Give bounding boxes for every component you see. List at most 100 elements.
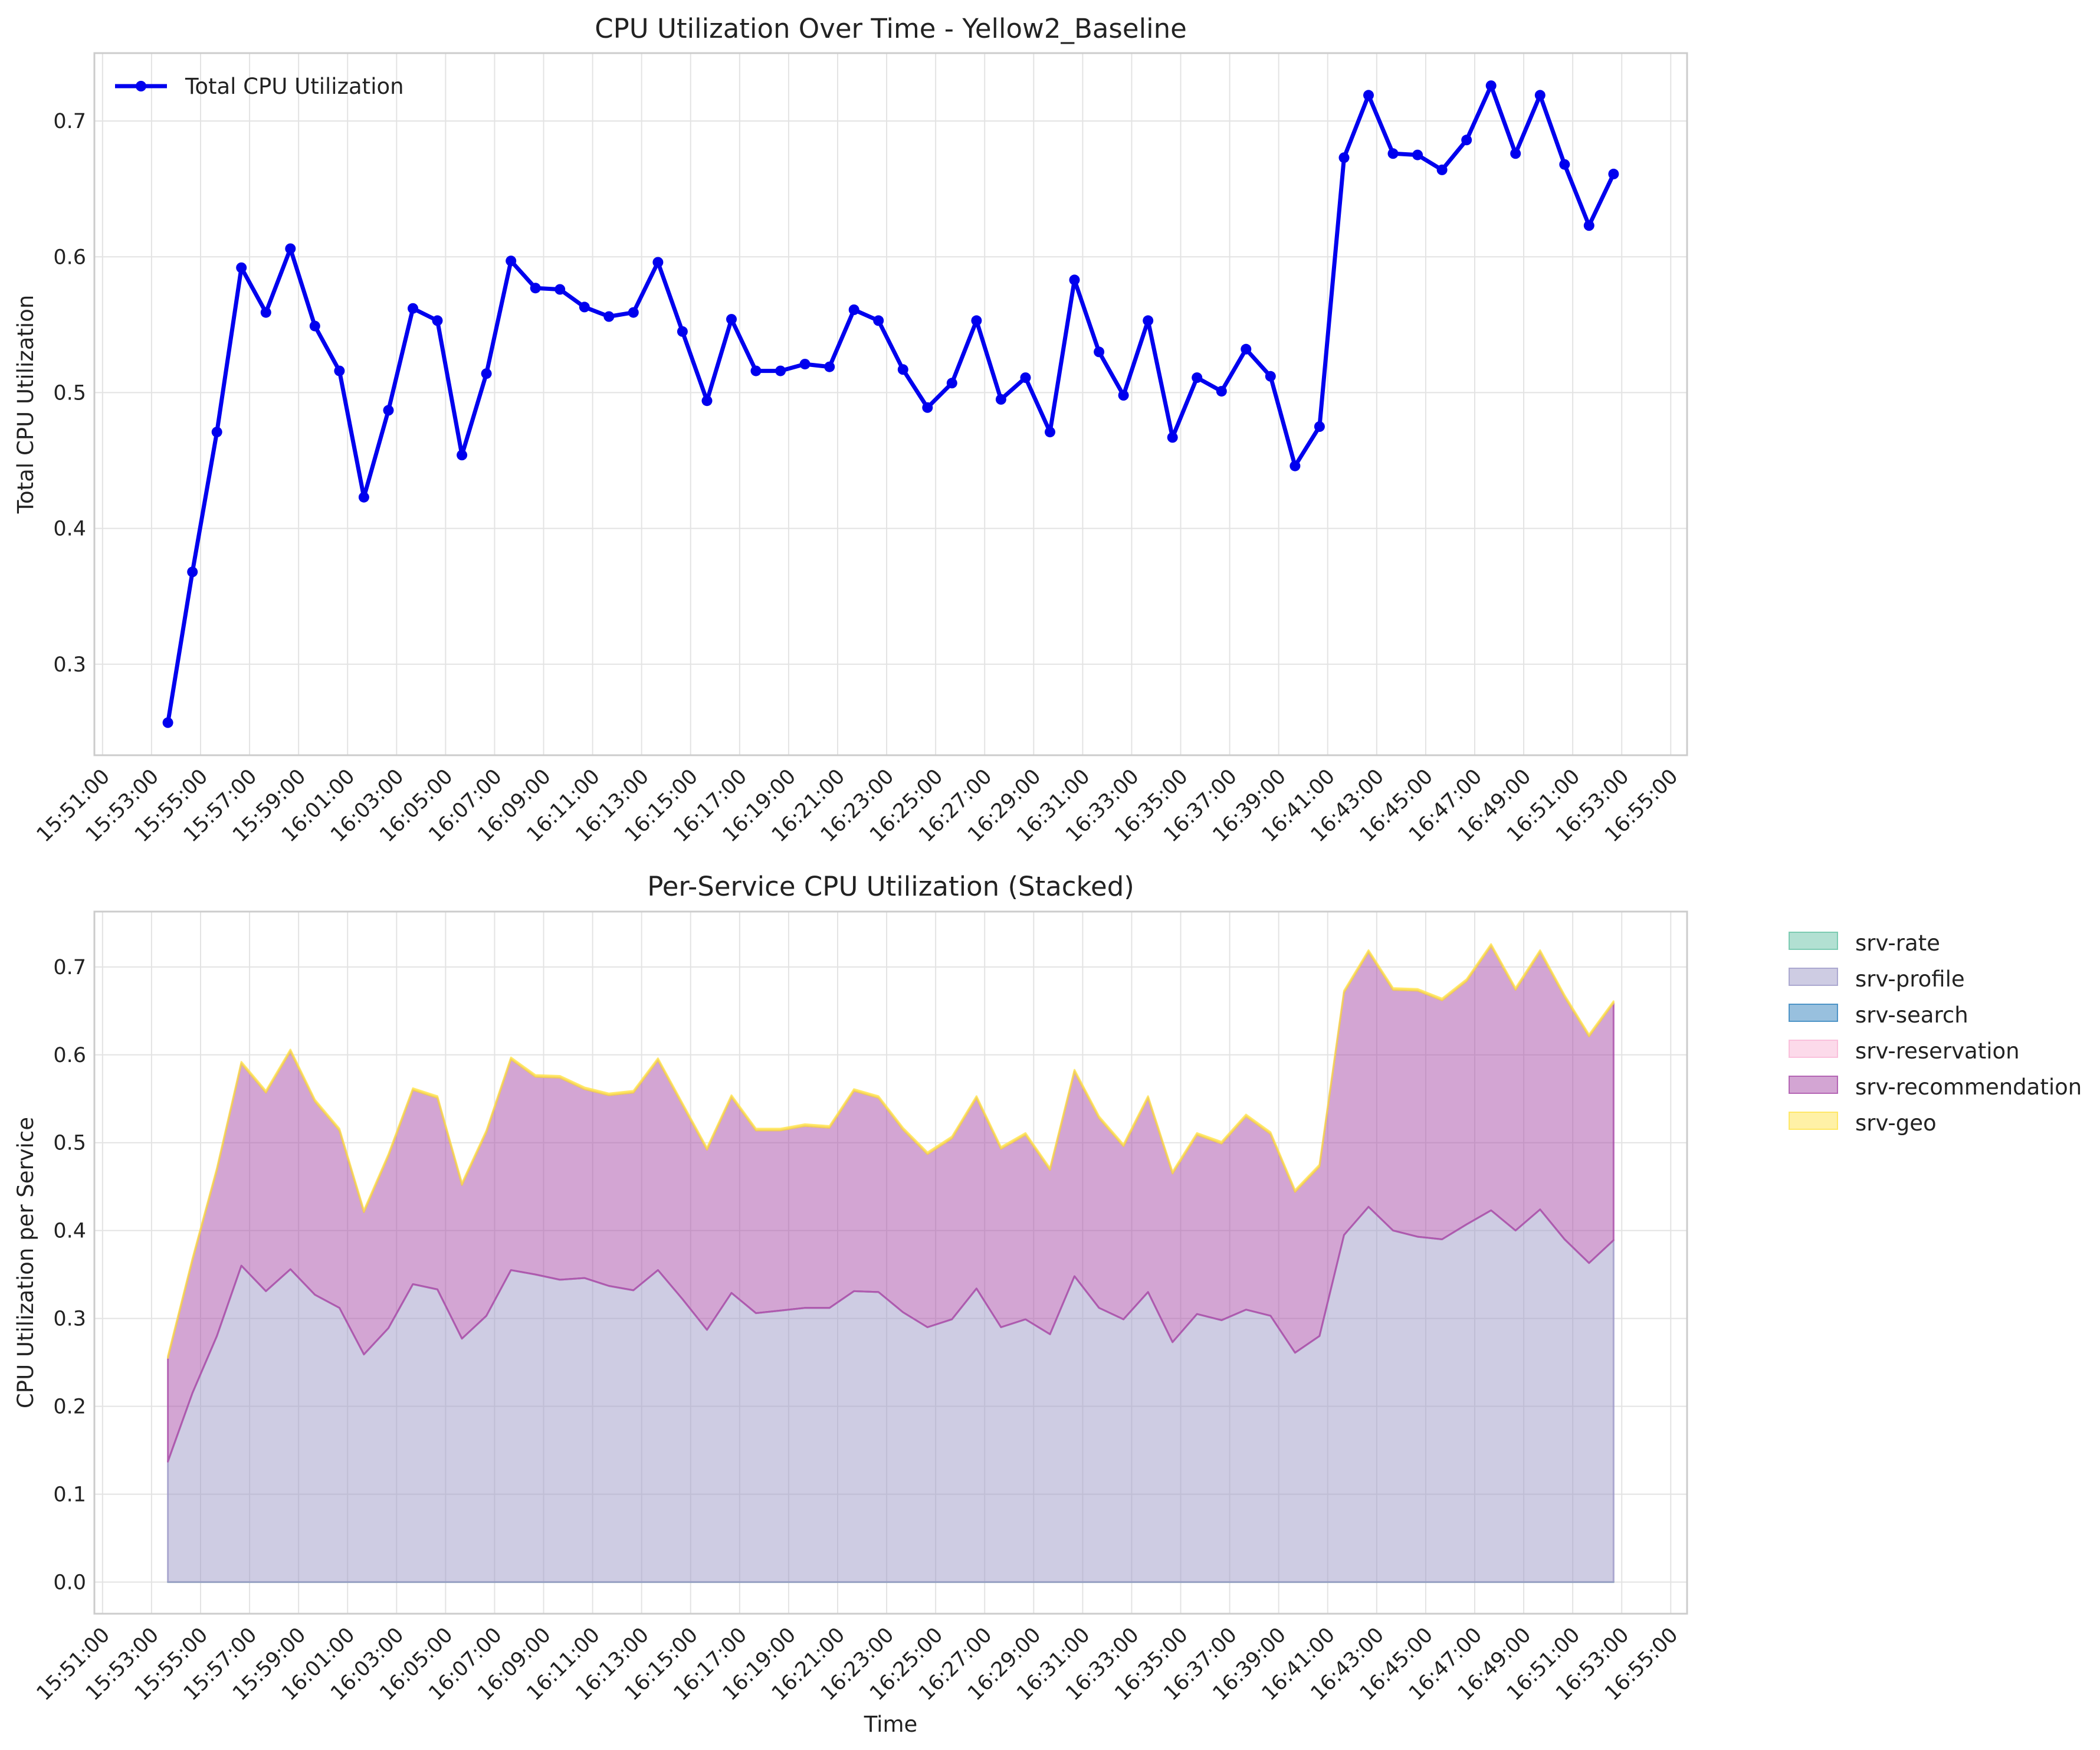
data-point xyxy=(1559,159,1570,170)
legend-label-srv-rate: srv-rate xyxy=(1855,930,1940,956)
data-point xyxy=(1192,372,1203,384)
data-point xyxy=(1020,372,1031,384)
data-point xyxy=(162,717,173,728)
legend-label-srv-profile: srv-profile xyxy=(1855,966,1965,992)
per-service-cpu-chart: 15:51:0015:53:0015:55:0015:57:0015:59:00… xyxy=(13,871,2082,1737)
legend-label-srv-search: srv-search xyxy=(1855,1002,1968,1028)
y-tick-label: 0.7 xyxy=(53,956,86,979)
data-point xyxy=(1436,164,1448,175)
bottom-chart-legend: srv-rate srv-profile srv-search srv-reserva… xyxy=(1789,930,2082,1136)
data-point xyxy=(285,243,296,254)
data-point xyxy=(1143,315,1154,326)
data-point xyxy=(628,307,639,318)
data-point xyxy=(1510,148,1521,159)
data-point xyxy=(408,303,418,314)
bottom-chart-frame xyxy=(93,910,1688,1615)
area-srv-geo xyxy=(167,943,1615,1359)
data-point xyxy=(211,427,222,438)
data-point xyxy=(824,361,835,372)
top-chart-legend: Total CPU Utilization xyxy=(115,74,404,99)
data-point xyxy=(187,566,198,578)
data-point xyxy=(1583,220,1594,231)
data-point xyxy=(432,315,443,326)
data-point xyxy=(1094,346,1105,358)
legend-marker-swatch xyxy=(136,81,146,91)
data-point xyxy=(260,307,271,318)
data-point xyxy=(1265,371,1276,382)
data-point xyxy=(1534,90,1546,101)
y-tick-label: 0.7 xyxy=(53,110,86,133)
y-tick-label: 0.5 xyxy=(53,381,86,405)
y-tick-label: 0.4 xyxy=(53,1220,86,1243)
data-point xyxy=(1289,460,1301,471)
data-point xyxy=(481,368,492,379)
top-chart-title: CPU Utilization Over Time - Yellow2_Base… xyxy=(595,13,1187,44)
data-point xyxy=(1338,152,1350,163)
data-point xyxy=(334,365,345,376)
data-point xyxy=(457,450,468,461)
data-point xyxy=(358,491,369,503)
data-point xyxy=(1167,432,1178,443)
data-point xyxy=(603,311,615,322)
legend-swatch-srv-reservation xyxy=(1789,1040,1838,1058)
data-point xyxy=(530,283,541,294)
data-point xyxy=(1045,427,1055,438)
data-point xyxy=(1461,135,1472,146)
bottom-chart-y-axis-label: CPU Utilization per Service xyxy=(13,1117,38,1408)
data-point xyxy=(750,365,762,376)
data-point xyxy=(1485,80,1497,91)
data-point xyxy=(1314,421,1325,432)
data-point xyxy=(701,395,713,407)
legend-label-total-cpu: Total CPU Utilization xyxy=(185,74,404,99)
bottom-chart-title: Per-Service CPU Utilization (Stacked) xyxy=(647,871,1134,902)
data-point xyxy=(726,314,737,325)
top-chart-frame xyxy=(93,52,1688,756)
data-point xyxy=(1387,148,1399,159)
y-tick-label: 0.2 xyxy=(53,1395,86,1419)
y-tick-label: 0.0 xyxy=(53,1571,86,1594)
data-point xyxy=(1118,390,1129,401)
y-tick-label: 0.6 xyxy=(53,1044,86,1067)
legend-swatch-srv-recommendation xyxy=(1789,1076,1838,1094)
data-point xyxy=(873,315,884,326)
y-tick-label: 0.4 xyxy=(53,517,86,541)
data-point xyxy=(383,405,394,416)
data-point xyxy=(554,284,566,295)
legend-label-srv-reservation: srv-reservation xyxy=(1855,1038,2020,1064)
data-point xyxy=(1241,343,1252,355)
y-tick-label: 0.5 xyxy=(53,1132,86,1155)
data-point xyxy=(677,326,688,337)
data-point xyxy=(1216,386,1227,397)
data-point xyxy=(579,302,590,313)
data-point xyxy=(971,315,982,326)
y-tick-label: 0.3 xyxy=(53,1307,86,1331)
data-point xyxy=(946,378,957,389)
legend-label-srv-geo: srv-geo xyxy=(1855,1110,1937,1136)
data-point xyxy=(1608,168,1619,179)
data-point xyxy=(775,365,786,376)
data-point xyxy=(897,364,908,375)
y-tick-label: 0.1 xyxy=(53,1483,86,1506)
data-point xyxy=(922,402,933,413)
y-tick-label: 0.3 xyxy=(53,653,86,677)
data-point xyxy=(995,394,1006,405)
legend-swatch-srv-search xyxy=(1789,1004,1838,1022)
y-tick-label: 0.6 xyxy=(53,245,86,269)
legend-label-srv-recommendation: srv-recommendation xyxy=(1855,1074,2082,1100)
data-point xyxy=(236,262,247,273)
legend-swatch-srv-geo xyxy=(1789,1112,1838,1130)
bottom-chart-x-axis-label: Time xyxy=(864,1712,918,1737)
top-chart-y-ticks: 0.3 0.4 0.5 0.6 0.7 xyxy=(53,110,86,677)
data-point xyxy=(1363,90,1374,101)
data-point xyxy=(1412,149,1423,160)
top-chart-series xyxy=(162,80,1619,728)
bottom-chart-y-ticks: 0.0 0.1 0.2 0.3 0.4 0.5 0.6 0.7 xyxy=(53,956,86,1595)
data-point xyxy=(652,257,664,268)
data-point xyxy=(848,304,859,315)
data-point xyxy=(506,255,517,267)
bottom-chart-series xyxy=(167,943,1615,1583)
series-line-total-cpu-utilization xyxy=(166,83,1616,723)
top-chart-grid xyxy=(94,53,1687,755)
data-point xyxy=(799,359,811,370)
